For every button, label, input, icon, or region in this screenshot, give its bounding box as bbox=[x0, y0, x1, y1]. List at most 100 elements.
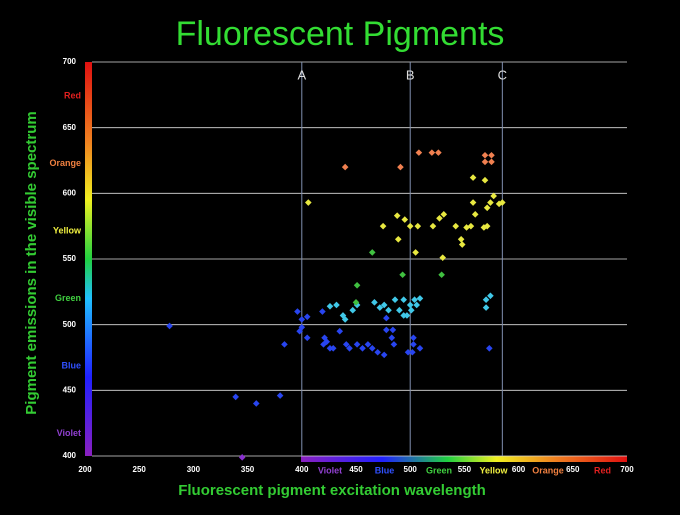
point bbox=[481, 158, 489, 166]
point bbox=[415, 149, 423, 156]
point bbox=[364, 341, 372, 348]
point bbox=[341, 316, 349, 323]
y-tick-label: 550 bbox=[63, 254, 77, 263]
point bbox=[436, 214, 443, 222]
point bbox=[397, 163, 404, 171]
point bbox=[401, 216, 409, 223]
y-spectrum-label: Red bbox=[64, 90, 81, 100]
x-spectrum-label: Blue bbox=[375, 465, 395, 475]
point bbox=[380, 301, 388, 309]
point bbox=[294, 308, 301, 315]
point bbox=[406, 301, 414, 309]
reference-label: C bbox=[498, 67, 507, 82]
point bbox=[305, 199, 312, 206]
point bbox=[400, 312, 407, 319]
point bbox=[368, 249, 376, 256]
point bbox=[481, 151, 489, 159]
point bbox=[394, 236, 402, 243]
y-tick-label: 500 bbox=[63, 320, 77, 329]
point bbox=[298, 316, 306, 323]
point bbox=[429, 222, 437, 230]
point bbox=[238, 454, 246, 461]
chart-title: Fluorescent Pigments bbox=[176, 15, 505, 53]
point bbox=[329, 345, 337, 352]
point bbox=[414, 222, 422, 230]
point bbox=[383, 314, 390, 322]
point bbox=[411, 296, 418, 304]
point bbox=[383, 326, 390, 334]
x-tick-label: 400 bbox=[295, 465, 309, 474]
point bbox=[303, 334, 311, 342]
point bbox=[471, 211, 479, 218]
x-tick-label: 250 bbox=[133, 465, 147, 474]
x-tick-label: 350 bbox=[241, 465, 255, 474]
point bbox=[439, 254, 447, 261]
x-tick-label: 500 bbox=[404, 465, 418, 474]
point bbox=[391, 296, 399, 304]
point bbox=[166, 322, 173, 330]
y-spectrum-label: Yellow bbox=[53, 225, 82, 235]
point bbox=[396, 306, 403, 314]
point bbox=[390, 341, 398, 348]
point bbox=[416, 295, 424, 302]
x-axis-label: Fluorescent pigment excitation wavelengt… bbox=[178, 482, 486, 499]
x-spectrum-label: Yellow bbox=[479, 465, 508, 475]
point bbox=[410, 334, 417, 342]
y-axis-label: Pigment emissions in the visible spectru… bbox=[23, 111, 40, 414]
x-tick-label: 600 bbox=[512, 465, 526, 474]
point bbox=[463, 224, 470, 231]
y-spectrum-label: Violet bbox=[57, 428, 81, 438]
x-spectrum-label: Violet bbox=[318, 465, 342, 475]
point bbox=[486, 345, 493, 352]
point bbox=[413, 301, 421, 309]
point bbox=[458, 241, 466, 248]
point bbox=[326, 302, 334, 310]
point bbox=[480, 224, 488, 231]
x-spectrum-label: Green bbox=[426, 465, 452, 475]
point bbox=[276, 392, 284, 399]
point bbox=[487, 292, 494, 300]
point bbox=[483, 222, 491, 230]
point bbox=[303, 313, 311, 321]
point bbox=[296, 327, 303, 335]
point bbox=[346, 345, 353, 352]
y-tick-label: 450 bbox=[63, 385, 77, 394]
point bbox=[488, 158, 495, 166]
point bbox=[467, 222, 475, 230]
point bbox=[379, 222, 387, 230]
point bbox=[342, 341, 350, 348]
point bbox=[371, 299, 378, 306]
y-spectrum-label: Green bbox=[55, 293, 81, 303]
reference-label: B bbox=[406, 67, 415, 82]
point bbox=[457, 236, 465, 243]
point bbox=[409, 348, 416, 356]
point bbox=[400, 296, 407, 304]
y-spectrum-label: Blue bbox=[61, 360, 81, 370]
x-spectrum-label: Orange bbox=[532, 465, 564, 475]
x-tick-label: 700 bbox=[620, 465, 634, 474]
point bbox=[380, 351, 388, 359]
point bbox=[399, 271, 406, 279]
point bbox=[438, 271, 445, 279]
point bbox=[469, 174, 477, 181]
point bbox=[410, 341, 417, 348]
point bbox=[336, 327, 344, 335]
x-tick-label: 650 bbox=[566, 465, 580, 474]
x-tick-label: 450 bbox=[349, 465, 363, 474]
point bbox=[368, 345, 376, 352]
point bbox=[490, 192, 497, 200]
point bbox=[374, 348, 381, 356]
point bbox=[281, 341, 288, 348]
point bbox=[320, 341, 327, 348]
point bbox=[388, 334, 396, 342]
point bbox=[319, 308, 326, 315]
point bbox=[232, 393, 239, 401]
point bbox=[352, 299, 360, 306]
point bbox=[481, 176, 489, 184]
point bbox=[333, 301, 340, 309]
point bbox=[323, 338, 331, 346]
point bbox=[499, 199, 506, 206]
reference-label: A bbox=[297, 67, 306, 82]
